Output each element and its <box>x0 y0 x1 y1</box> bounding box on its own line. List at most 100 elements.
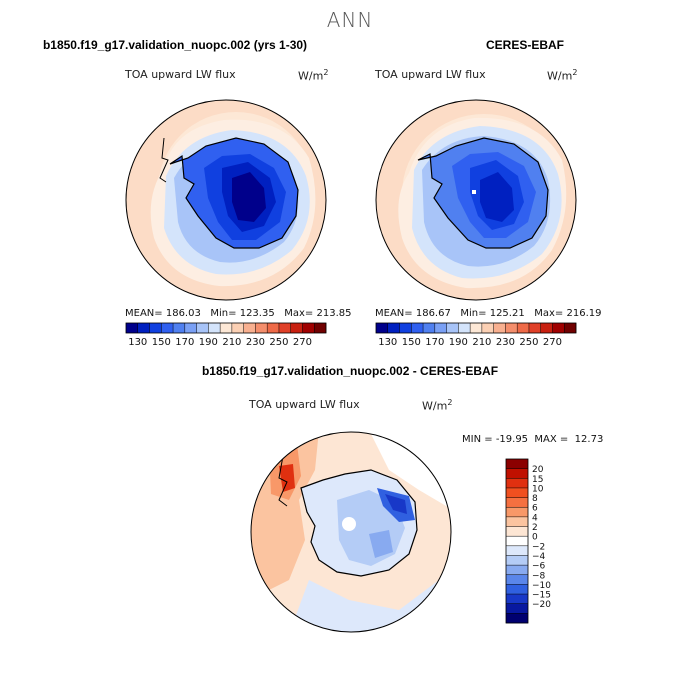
panel-1-colorbar-swatch <box>137 323 150 333</box>
panel-1-colorbar: 130 150 170 190 210 230 250 270 <box>125 322 327 348</box>
diff-colorbar-tick-label: −4 <box>532 552 546 562</box>
diff-colorbar-swatch <box>506 468 528 479</box>
diff-colorbar-tick-label: −10 <box>532 581 551 591</box>
panel-1-colorbar-swatch <box>149 323 162 333</box>
panel-2-units-label: W/m2 <box>547 68 578 83</box>
panel-1-colorbar-swatch <box>278 323 292 333</box>
diff-colorbar-swatch <box>506 507 528 518</box>
diff-min: -19.95 <box>495 434 529 445</box>
panel-2-colorbar-swatch <box>446 323 459 333</box>
diff-max: 12.73 <box>574 434 604 445</box>
panel-1-colorbar-swatch <box>173 323 186 333</box>
panel-2-colorbar-swatch <box>387 323 400 333</box>
diff-colorbar-swatch <box>506 516 528 527</box>
figure-title: ANN <box>326 8 374 32</box>
panel-1-colorbar-swatch <box>184 323 197 333</box>
diff-panel-title: b1850.f19_g17.validation_nuopc.002 - CER… <box>201 364 499 378</box>
panel-2-colorbar-swatch <box>564 323 577 333</box>
diff-colorbar-tick-label: −8 <box>532 571 546 581</box>
panel-2-min: 125.21 <box>489 308 525 319</box>
panel-2-colorbar-tick-label: 250 <box>519 337 538 348</box>
panel-1-colorbar-tick-label: 130 <box>128 337 147 348</box>
panel-1-stats: MEAN= 186.03 Min= 123.35 Max= 213.85 <box>125 308 352 319</box>
diff-colorbar-swatch <box>506 613 528 624</box>
panel-1-colorbar-swatch <box>243 323 256 333</box>
diff-colorbar-swatch <box>506 584 528 595</box>
diff-stats: MIN = -19.95 MAX = 12.73 <box>462 434 604 445</box>
panel-2-colorbar-tick-label: 190 <box>449 337 468 348</box>
panel-2-map <box>375 99 577 301</box>
panel-2-colorbar-swatch <box>505 323 518 333</box>
panel-2-colorbar-swatch <box>376 323 389 333</box>
panel-2-colorbar-tick-label: 210 <box>472 337 491 348</box>
diff-colorbar-swatch <box>506 545 528 556</box>
panel-2-colorbar-tick-label: 150 <box>402 337 421 348</box>
diff-colorbar-tick-label: −15 <box>532 591 551 601</box>
diff-colorbar-tick-label: 0 <box>532 533 538 543</box>
panel-1-mean: 186.03 <box>165 308 201 319</box>
panel-2-title: CERES-EBAF <box>485 38 564 52</box>
panel-1-colorbar-tick-label: 250 <box>269 337 288 348</box>
diff-colorbar-tick-label: 6 <box>532 504 538 514</box>
panel-2-colorbar-tick-label: 170 <box>425 337 444 348</box>
diff-colorbar-tick-label: 2 <box>532 523 538 533</box>
diff-colorbar-tick-label: −6 <box>532 562 546 572</box>
panel-1-colorbar-swatch <box>126 323 139 333</box>
panel-1-variable-label: TOA upward LW flux <box>125 68 236 81</box>
diff-colorbar-swatch <box>506 497 528 508</box>
panel-1-colorbar-swatch <box>290 323 303 333</box>
panel-1-colorbar-tick-label: 230 <box>246 337 265 348</box>
diff-colorbar-tick-label: 8 <box>532 494 538 504</box>
panel-1-colorbar-swatch <box>231 323 244 333</box>
panel-1-min: 123.35 <box>239 308 275 319</box>
diff-colorbar-swatch <box>506 555 528 566</box>
panel-2-colorbar-swatch <box>552 323 565 333</box>
panel-2-colorbar-swatch <box>470 323 483 333</box>
panel-1-title: b1850.f19_g17.validation_nuopc.002 (yrs … <box>42 38 308 52</box>
diff-colorbar-tick-label: 10 <box>532 484 544 494</box>
diff-colorbar-tick-label: 4 <box>532 513 538 523</box>
panel-1-colorbar-tick-label: 150 <box>152 337 171 348</box>
panel-2-stats: MEAN= 186.67 Min= 125.21 Max= 216.19 <box>375 308 602 319</box>
panel-2-colorbar-swatch <box>399 323 412 333</box>
panel-2-colorbar-swatch <box>411 323 424 333</box>
panel-2-max: 216.19 <box>566 308 602 319</box>
panel-2-mean: 186.67 <box>415 308 451 319</box>
diff-colorbar-swatch <box>506 603 528 614</box>
panel-1-colorbar-swatch <box>220 323 233 333</box>
panel-2-colorbar-swatch <box>434 323 447 333</box>
panel-2-colorbar-tick-label: 270 <box>543 337 562 348</box>
diff-units-label: W/m2 <box>422 398 453 413</box>
diff-colorbar-swatch <box>506 565 528 576</box>
diff-colorbar-swatch <box>506 478 528 489</box>
panel-2-colorbar-swatch <box>517 323 530 333</box>
panel-2-colorbar-swatch <box>540 323 553 333</box>
panel-1-units-label: W/m2 <box>298 68 329 83</box>
panel-1-colorbar-swatch <box>255 323 268 333</box>
diff-colorbar-swatch <box>506 536 528 547</box>
panel-1-colorbar-swatch <box>161 323 174 333</box>
panel-1-map <box>125 99 327 301</box>
panel-2-colorbar-swatch <box>493 323 506 333</box>
panel-1-colorbar-swatch <box>302 323 315 333</box>
panel-2-colorbar-tick-label: 130 <box>378 337 397 348</box>
diff-colorbar-tick-label: 20 <box>532 465 544 475</box>
diff-colorbar-swatch <box>506 487 528 498</box>
diff-colorbar-swatch <box>506 459 528 469</box>
panel-2-colorbar-swatch <box>481 323 494 333</box>
panel-1-colorbar-tick-label: 270 <box>293 337 312 348</box>
panel-1-colorbar-tick-label: 190 <box>199 337 218 348</box>
panel-2-colorbar-swatch <box>423 323 436 333</box>
panel-2-colorbar-swatch <box>458 323 471 333</box>
diff-colorbar-swatch <box>506 574 528 585</box>
panel-2-colorbar: 130 150 170 190 210 230 250 270 <box>375 322 577 348</box>
panel-1-colorbar-swatch <box>267 323 280 333</box>
panel-2-colorbar-swatch <box>528 323 542 333</box>
panel-1-colorbar-tick-label: 170 <box>175 337 194 348</box>
panel-1-colorbar-tick-label: 210 <box>222 337 241 348</box>
diff-map <box>250 431 452 633</box>
panel-1-max: 213.85 <box>316 308 352 319</box>
panel-2-colorbar-tick-label: 230 <box>496 337 515 348</box>
diff-colorbar-tick-label: −2 <box>532 542 545 552</box>
